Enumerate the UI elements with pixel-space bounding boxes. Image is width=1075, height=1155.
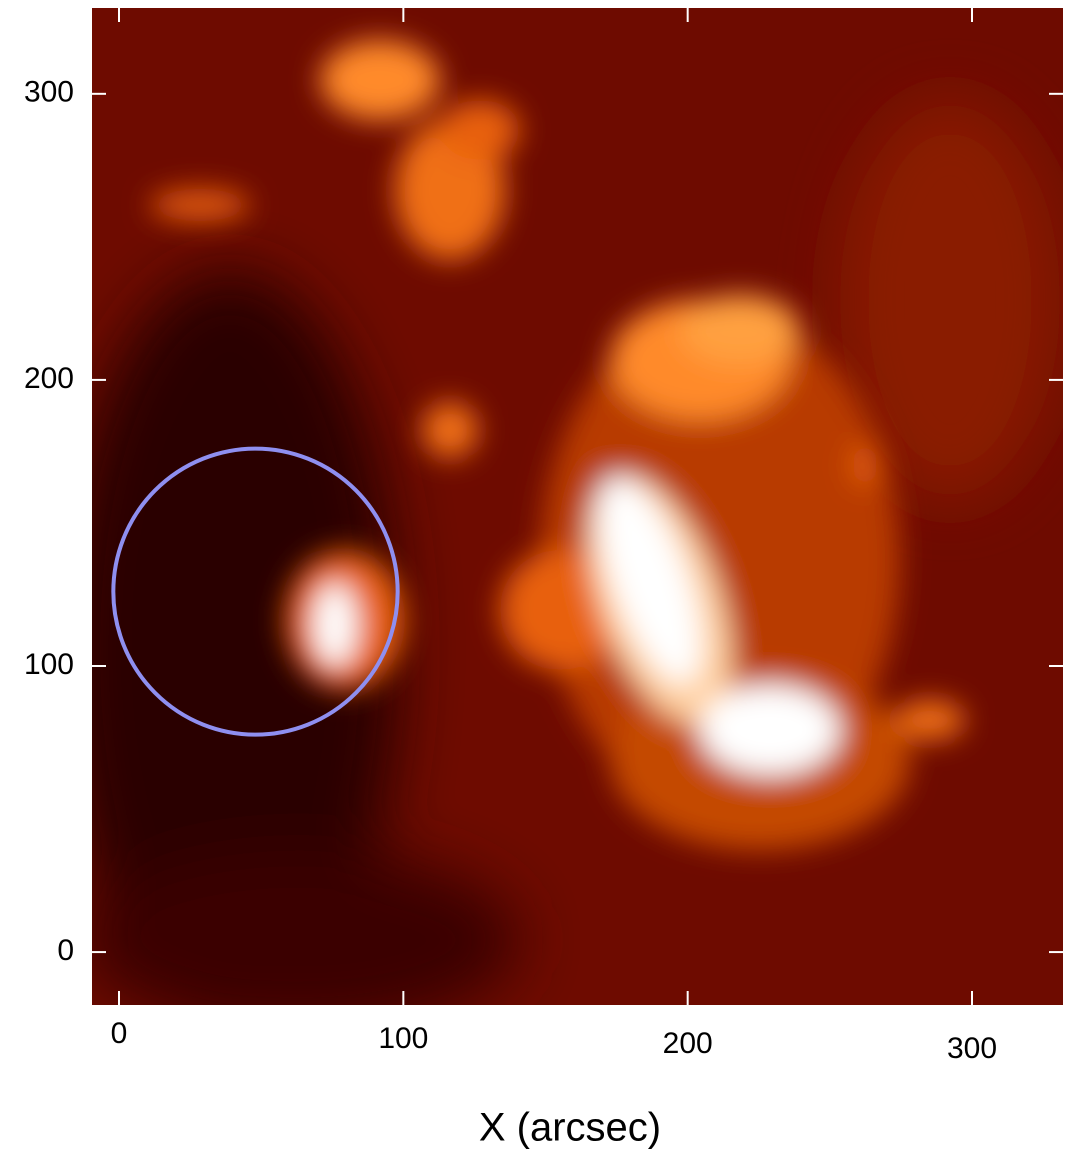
solar-image [92, 8, 1063, 1005]
x-tick-label: 200 [663, 1027, 713, 1060]
y-tick-label: 200 [24, 362, 74, 395]
y-tick-label: 100 [24, 648, 74, 681]
x-axis-title: X (arcsec) [479, 1106, 661, 1150]
x-tick-label: 300 [947, 1032, 997, 1065]
region-circle [111, 446, 400, 737]
y-tick-label: 300 [24, 76, 74, 109]
x-tick-label: 100 [378, 1022, 428, 1055]
x-tick-label: 0 [111, 1017, 128, 1050]
y-tick-label: 0 [57, 934, 74, 967]
